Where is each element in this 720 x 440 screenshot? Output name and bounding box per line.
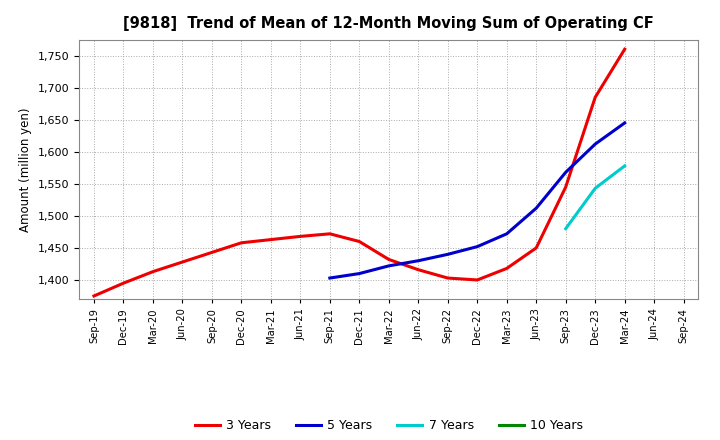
3 Years bbox=[562, 184, 570, 190]
5 Years bbox=[473, 244, 482, 249]
Y-axis label: Amount (million yen): Amount (million yen) bbox=[19, 107, 32, 231]
7 Years bbox=[562, 226, 570, 231]
3 Years bbox=[444, 275, 452, 281]
5 Years bbox=[414, 258, 423, 264]
3 Years bbox=[473, 277, 482, 282]
Legend: 3 Years, 5 Years, 7 Years, 10 Years: 3 Years, 5 Years, 7 Years, 10 Years bbox=[189, 414, 588, 437]
3 Years bbox=[178, 260, 186, 265]
Line: 7 Years: 7 Years bbox=[566, 166, 625, 229]
3 Years bbox=[414, 267, 423, 272]
3 Years bbox=[384, 257, 393, 262]
5 Years bbox=[562, 170, 570, 175]
5 Years bbox=[621, 120, 629, 125]
5 Years bbox=[325, 275, 334, 281]
3 Years bbox=[355, 239, 364, 244]
5 Years bbox=[591, 141, 600, 147]
3 Years bbox=[296, 234, 305, 239]
3 Years bbox=[532, 245, 541, 250]
3 Years bbox=[325, 231, 334, 236]
3 Years bbox=[237, 240, 246, 246]
3 Years bbox=[266, 237, 275, 242]
3 Years bbox=[89, 293, 98, 299]
3 Years bbox=[207, 250, 216, 255]
5 Years bbox=[355, 271, 364, 276]
Title: [9818]  Trend of Mean of 12-Month Moving Sum of Operating CF: [9818] Trend of Mean of 12-Month Moving … bbox=[123, 16, 654, 32]
3 Years bbox=[503, 266, 511, 271]
Line: 5 Years: 5 Years bbox=[330, 123, 625, 278]
3 Years bbox=[621, 47, 629, 52]
3 Years bbox=[119, 281, 127, 286]
5 Years bbox=[532, 205, 541, 211]
Line: 3 Years: 3 Years bbox=[94, 49, 625, 296]
5 Years bbox=[384, 263, 393, 268]
5 Years bbox=[444, 252, 452, 257]
7 Years bbox=[621, 163, 629, 169]
3 Years bbox=[148, 269, 157, 274]
3 Years bbox=[591, 95, 600, 100]
5 Years bbox=[503, 231, 511, 236]
7 Years bbox=[591, 186, 600, 191]
